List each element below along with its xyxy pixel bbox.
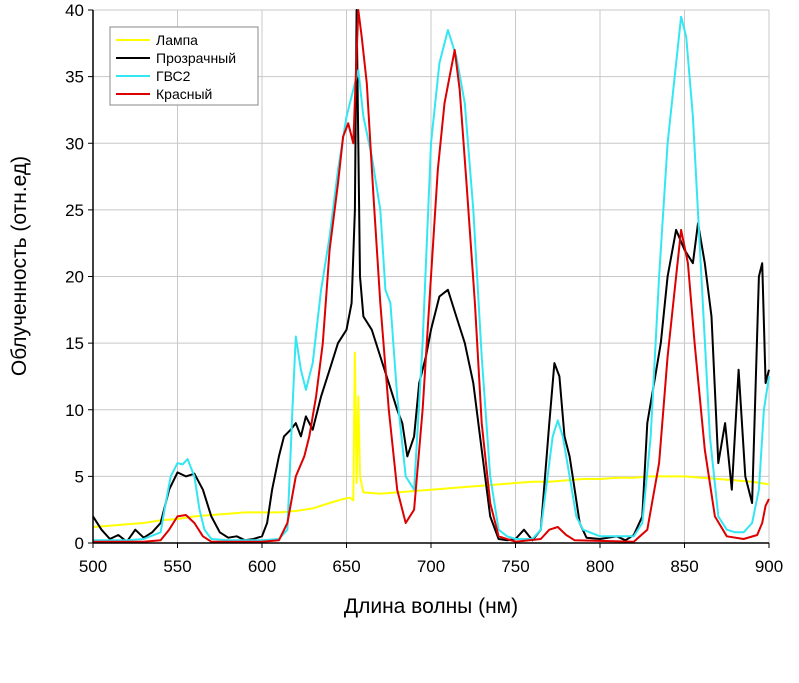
x-tick-label: 650 [332, 557, 360, 576]
tick-labels: 500 550 600 650 700 750 800 850 900 0 5 10 15 20 25 30 3… [65, 1, 783, 576]
series-line-3 [93, 15, 770, 542]
series-line-1 [92, 351, 770, 528]
x-tick-label: 550 [163, 557, 191, 576]
y-tick-label: 40 [65, 1, 84, 20]
series-lines [92, 9, 770, 543]
legend-label: ГВС2 [156, 68, 191, 84]
x-tick-label: 900 [755, 557, 783, 576]
axes [88, 9, 770, 548]
y-tick-label: 30 [65, 134, 84, 153]
legend-label: Красный [156, 86, 212, 102]
legend-label: Прозрачный [156, 50, 236, 66]
y-axis-title: Облученность (отн.ед) [8, 156, 31, 376]
y-tick-label: 15 [65, 334, 84, 353]
x-tick-label: 750 [501, 557, 529, 576]
y-tick-label: 25 [65, 201, 84, 220]
legend-label: Лампа [156, 32, 198, 48]
y-tick-label: 35 [65, 68, 84, 87]
y-tick-label: 5 [75, 467, 84, 486]
y-tick-label: 10 [65, 401, 84, 420]
series-line-4 [93, 9, 770, 543]
x-tick-label: 850 [670, 557, 698, 576]
y-tick-label: 0 [75, 534, 84, 553]
legend: Лампа Прозрачный ГВС2 Красный [109, 26, 259, 106]
series-line-2 [92, 9, 770, 543]
x-tick-label: 700 [417, 557, 445, 576]
x-tick-label: 500 [79, 557, 107, 576]
x-tick-label: 600 [248, 557, 276, 576]
y-tick-label: 20 [65, 268, 84, 287]
x-axis-title: Длина волны (нм) [344, 595, 518, 618]
x-tick-label: 800 [586, 557, 614, 576]
